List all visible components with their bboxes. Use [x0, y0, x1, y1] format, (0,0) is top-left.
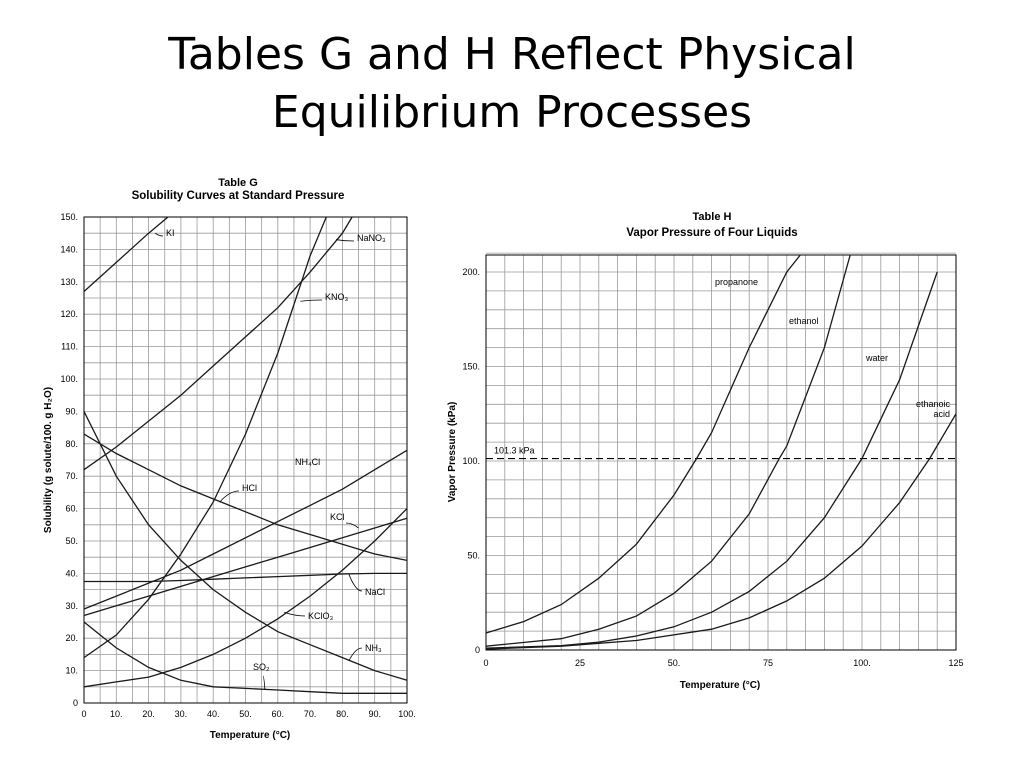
solubility-caption-name: Table G: [218, 177, 258, 189]
solubility-x-axis-title: Temperature (°C): [210, 730, 291, 741]
series-label-ki: KI: [166, 228, 175, 238]
solubility-tick-labels: 0 10. 20. 30. 40. 50. 60. 70. 80. 90. 100. 0 10. 20. 3…: [60, 212, 415, 719]
solubility-y-axis-title: Solubility (g solute/100. g H₂O): [43, 387, 54, 533]
vapor-pressure-chart-title: Vapor Pressure of Four Liquids: [626, 227, 797, 239]
y-tick-label: 100.: [462, 456, 480, 466]
curve-propanone: [485, 254, 801, 634]
y-tick-label: 90.: [65, 406, 78, 416]
series-label-propanone: propanone: [715, 277, 758, 287]
curve-so: [83, 621, 407, 694]
x-tick-label: 0: [81, 709, 86, 719]
x-tick-label: 75: [763, 658, 773, 668]
y-tick-label: 20.: [65, 633, 78, 643]
vapor-pressure-caption-name: Table H: [693, 211, 732, 223]
y-tick-label: 110.: [61, 342, 78, 352]
series-label-kclo: KClO₃: [308, 611, 334, 621]
label-leader: [284, 611, 306, 617]
vapor-pressure-reference: 101.3 kPa: [486, 446, 956, 460]
x-tick-label: 70.: [304, 709, 317, 719]
x-tick-label: 10.: [110, 709, 123, 719]
x-tick-label: 50.: [239, 709, 252, 719]
curve-water: [485, 271, 938, 649]
curve-kclo: [83, 508, 408, 688]
curve-nh: [83, 411, 408, 681]
slide-title-line2: Equilibrium Processes: [271, 87, 753, 138]
curve-nano: [83, 216, 353, 471]
curve-kno: [83, 216, 327, 659]
label-leader: [335, 239, 355, 242]
y-tick-label: 80.: [65, 439, 78, 449]
reference-line-label: 101.3 kPa: [494, 446, 535, 456]
vapor-pressure-curves: [485, 254, 957, 650]
y-tick-label: 140.: [60, 244, 78, 254]
x-tick-label: 40.: [207, 709, 220, 719]
y-tick-label: 120.: [60, 309, 78, 319]
series-label-so: SO₂: [253, 662, 270, 672]
vapor-pressure-grid: [485, 252, 957, 651]
x-tick-label: 20.: [142, 709, 155, 719]
series-label-kno: KNO₃: [325, 292, 349, 302]
series-label-kcl: KCl: [330, 512, 345, 522]
series-label-ethanoic-acid: ethanoic acid: [916, 399, 951, 419]
x-tick-label: 80.: [336, 709, 349, 719]
y-tick-label: 0: [73, 698, 78, 708]
y-tick-label: 60.: [65, 504, 78, 514]
curve-ethanoic-acid: [485, 413, 957, 650]
y-tick-label: 40.: [65, 568, 78, 578]
label-leader: [348, 647, 363, 662]
curve-nh-cl: [83, 449, 408, 610]
series-label-nano: NaNO₃: [357, 233, 386, 243]
x-tick-label: 0: [483, 658, 488, 668]
solubility-curves: [83, 216, 408, 694]
y-tick-label: 50.: [65, 536, 78, 546]
curve-nacl: [84, 572, 407, 583]
label-leader: [345, 522, 359, 529]
curve-kcl: [83, 517, 408, 617]
series-label-nh: NH₃: [365, 643, 382, 653]
y-tick-label: 150.: [462, 362, 480, 372]
series-label-water: water: [865, 353, 888, 363]
x-tick-label: 50.: [668, 658, 681, 668]
y-tick-label: 130.: [60, 277, 78, 287]
series-label-hcl: HCl: [242, 483, 257, 493]
x-tick-label: 60.: [272, 709, 285, 719]
y-tick-label: 200.: [462, 267, 480, 277]
label-leader: [262, 675, 266, 690]
y-tick-label: 0: [475, 645, 480, 655]
y-tick-label: 70.: [65, 471, 78, 481]
vapor-pressure-plot-frame: [485, 254, 957, 651]
y-tick-label: 100.: [60, 374, 78, 384]
curve-ethanol: [485, 254, 851, 647]
x-tick-label: 125: [948, 658, 963, 668]
vapor-pressure-tick-labels: 0 25 50. 75 100. 125 0 50. 100. 150. 200.: [462, 267, 963, 668]
x-tick-label: 100.: [853, 658, 871, 668]
solubility-series-labels: KI NaNO₃ KNO₃ NH₄Cl HCl KCl NaCl KClO₃ NH₃ SO₂: [154, 228, 386, 690]
vapor-pressure-y-axis-title: Vapor Pressure (kPa): [447, 402, 458, 503]
label-leader: [348, 573, 363, 592]
curve-ki: [83, 216, 169, 292]
x-tick-label: 100.: [398, 709, 416, 719]
vapor-pressure-series-labels: propanone ethanol water ethanoic acid: [715, 277, 950, 419]
x-tick-label: 25: [575, 658, 585, 668]
x-tick-label: 30.: [175, 709, 188, 719]
series-label-ethanol: ethanol: [789, 316, 819, 326]
y-tick-label: 150.: [60, 212, 78, 222]
solubility-plot-frame: [83, 216, 408, 704]
label-leader: [300, 299, 323, 302]
y-tick-label: 10.: [65, 666, 78, 676]
x-tick-label: 90.: [368, 709, 381, 719]
y-tick-label: 30.: [65, 601, 78, 611]
series-label-nh-cl: NH₄Cl: [295, 457, 320, 467]
series-label-nacl: NaCl: [365, 587, 385, 597]
label-leader: [154, 232, 164, 237]
slide-title-line1: Tables G and H Reflect Physical: [168, 29, 856, 80]
curve-hcl: [83, 433, 408, 562]
slide-title: Tables G and H Reflect Physical Equilibr…: [0, 26, 1024, 142]
solubility-chart-title: Solubility Curves at Standard Pressure: [132, 190, 345, 202]
vapor-pressure-x-axis-title: Temperature (°C): [680, 680, 761, 691]
label-leader: [219, 490, 240, 503]
y-tick-label: 50.: [467, 551, 480, 561]
